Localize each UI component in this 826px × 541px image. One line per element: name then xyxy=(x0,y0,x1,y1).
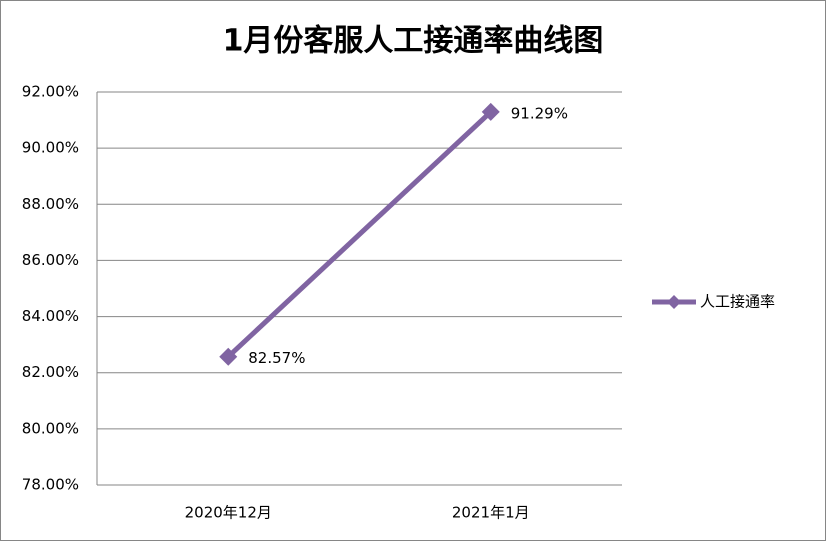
marker xyxy=(219,347,238,366)
y-tick-label: 78.00% xyxy=(22,476,79,494)
y-tick-label: 90.00% xyxy=(22,139,79,157)
y-tick-label: 84.00% xyxy=(22,307,79,325)
y-tick-label: 92.00% xyxy=(22,83,79,101)
x-tick-label: 2020年12月 xyxy=(185,504,272,522)
data-label: 82.57% xyxy=(248,349,305,367)
x-tick-label: 2021年1月 xyxy=(452,504,530,522)
series-line xyxy=(226,110,493,359)
chart-title: 1月份客服人工接通率曲线图 xyxy=(223,24,604,59)
y-tick-label: 80.00% xyxy=(22,419,79,437)
y-tick-label: 82.00% xyxy=(22,363,79,381)
marker xyxy=(481,102,500,121)
legend-label: 人工接通率 xyxy=(700,293,775,311)
y-tick-label: 88.00% xyxy=(22,195,79,213)
legend-marker xyxy=(667,295,681,309)
y-tick-label: 86.00% xyxy=(22,251,79,269)
data-label: 91.29% xyxy=(511,104,568,122)
